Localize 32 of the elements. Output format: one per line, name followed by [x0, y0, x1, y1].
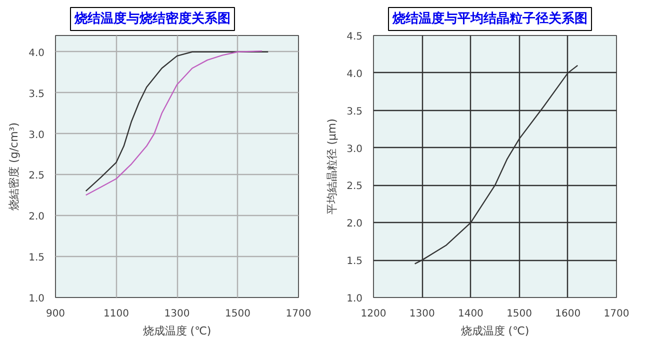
- y-axis-title: 平均結晶粒径 (μm): [326, 118, 339, 214]
- y-tick-label: 3.0: [28, 130, 45, 141]
- y-tick-label: 2.5: [28, 170, 45, 182]
- y-tick-label: 3.5: [346, 106, 363, 118]
- x-axis-title: 烧成温度 (℃): [460, 324, 530, 338]
- y-tick-label: 2.0: [346, 218, 363, 230]
- y-tick-label: 3.5: [28, 88, 45, 100]
- y-tick-label: 2.0: [28, 212, 45, 223]
- y-tick-label: 1.5: [346, 256, 363, 268]
- y-tick-label: 1.0: [346, 294, 363, 304]
- x-tick-label: 1400: [458, 308, 484, 320]
- x-tick-label: 1300: [164, 308, 190, 320]
- y-tick-label: 4.0: [28, 48, 45, 59]
- y-tick-label: 1.5: [28, 252, 45, 264]
- x-tick-label: 1500: [225, 308, 250, 320]
- y-tick-label: 4.0: [346, 68, 363, 80]
- y-axis-title: 烧結密度 (g/cm³): [8, 122, 21, 210]
- x-axis-title: 烧成温度 (℃): [142, 324, 212, 338]
- y-tick-label: 1.0: [28, 294, 45, 304]
- x-tick-label: 1500: [506, 308, 532, 320]
- x-tick-label: 1100: [104, 308, 129, 320]
- x-tick-label: 1700: [604, 308, 630, 320]
- x-tick-label: 900: [46, 308, 66, 320]
- chart-title: 烧结温度与平均结晶粒子径关系图: [392, 10, 588, 26]
- y-tick-label: 2.5: [346, 181, 363, 192]
- x-tick-label: 1300: [409, 308, 435, 320]
- y-tick-label: 4.5: [346, 32, 363, 42]
- y-tick-label: 3.0: [346, 144, 363, 155]
- x-tick-label: 1200: [360, 308, 386, 320]
- chart-title: 烧结温度与烧结密度关系图: [74, 10, 230, 26]
- x-tick-label: 1700: [286, 308, 312, 320]
- x-tick-label: 1600: [555, 308, 581, 320]
